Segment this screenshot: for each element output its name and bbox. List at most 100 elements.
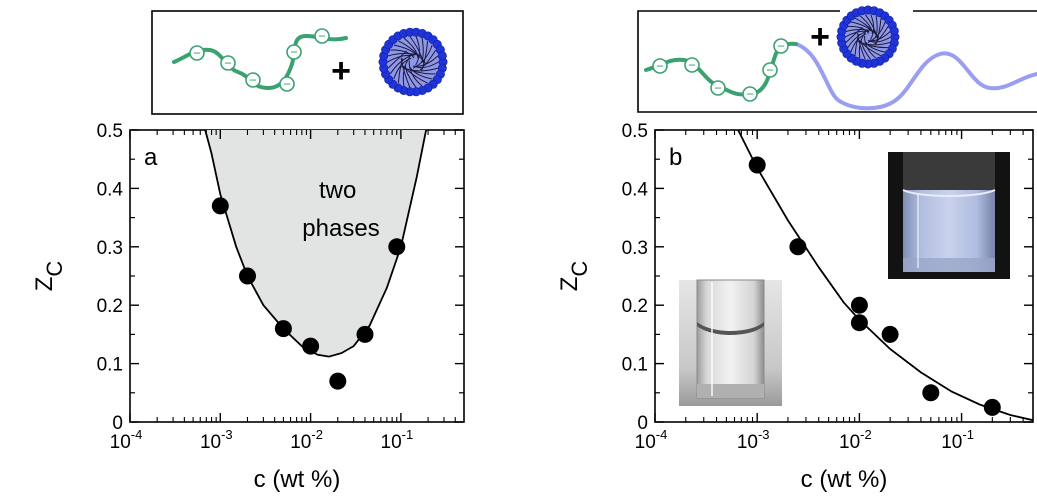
charge-symbol: − xyxy=(714,81,722,96)
data-point xyxy=(789,238,807,256)
charge-marker: − xyxy=(279,76,295,92)
charge-marker: − xyxy=(652,58,668,74)
schematic-a: − − − − − − + xyxy=(151,10,464,115)
data-point xyxy=(748,156,766,174)
charge-markers-b: − − − − − − xyxy=(652,38,789,102)
y-tick-label: 0.5 xyxy=(622,121,648,142)
charge-marker: − xyxy=(314,28,330,44)
x-tick-label: 10-1 xyxy=(941,427,974,453)
plus-sign-a: + xyxy=(331,52,351,90)
y-axis-title-b: ZC xyxy=(556,261,592,292)
y-axis-title-a: ZC xyxy=(31,261,67,292)
y-tick-label: 0.4 xyxy=(97,179,124,200)
data-point xyxy=(302,337,320,355)
ticks-b: 0 0.1 0.2 0.3 0.4 0.5 10-4 10-3 10-2 10-1 xyxy=(622,121,1033,453)
charge-symbol: − xyxy=(746,87,754,102)
x-tick-label: 10-2 xyxy=(290,427,323,453)
polyelectrolyte-chain-a xyxy=(172,33,348,91)
data-point xyxy=(329,372,347,390)
panel-label-b: b xyxy=(669,144,682,171)
x-axis-title-a: c (wt %) xyxy=(254,466,341,493)
charge-marker: − xyxy=(773,38,789,54)
charge-symbol: − xyxy=(766,63,774,78)
schematic-b: − − − − − − + xyxy=(637,5,1037,113)
charge-marker: − xyxy=(286,44,302,60)
y-axis-title-subscript: C xyxy=(42,261,67,277)
x-axis-title-b: c (wt %) xyxy=(801,466,888,493)
region-label-line-1: two xyxy=(319,177,356,204)
charge-symbol: − xyxy=(290,45,298,60)
region-label-line-2: phases xyxy=(302,215,379,242)
x-tick-label: 10-3 xyxy=(200,427,233,453)
vial-photo-cloudy xyxy=(888,152,1010,279)
plus-sign-b: + xyxy=(810,18,830,56)
y-tick-label: 0.1 xyxy=(622,355,648,376)
polyelectrolyte-block xyxy=(644,41,798,97)
charge-symbol: − xyxy=(283,77,291,92)
charge-marker: − xyxy=(742,86,758,102)
y-tick-label: 0.5 xyxy=(97,121,123,142)
chart-panel-b: 0 0.1 0.2 0.3 0.4 0.5 10-4 10-3 10-2 10-1 b c (wt… xyxy=(556,121,1034,493)
data-point xyxy=(388,238,406,256)
charge-marker: − xyxy=(684,57,700,73)
panel-label-a: a xyxy=(144,144,158,171)
plot-clip xyxy=(204,130,427,358)
y-tick-label: 0 xyxy=(112,413,123,434)
data-point xyxy=(274,320,292,338)
charge-symbol: − xyxy=(193,46,201,61)
x-tick-label: 10-1 xyxy=(381,427,414,453)
charge-marker: − xyxy=(245,72,261,88)
y-tick-label: 0.4 xyxy=(622,179,649,200)
y-tick-label: 0.2 xyxy=(622,296,648,317)
charge-marker: − xyxy=(710,80,726,96)
x-tick-label: 10-2 xyxy=(839,427,872,453)
y-axis-title-subscript: C xyxy=(567,261,592,277)
micelle-chains xyxy=(844,14,892,60)
charge-markers-a: − − − − − − xyxy=(189,28,330,92)
micelle-core xyxy=(384,33,442,91)
charge-symbol: − xyxy=(224,56,232,71)
charge-symbol: − xyxy=(777,39,785,54)
data-point xyxy=(211,197,229,215)
micelle-core xyxy=(842,11,894,63)
data-point xyxy=(850,296,868,314)
charge-marker: − xyxy=(762,62,778,78)
schematic-b-frame-left xyxy=(637,10,1037,113)
data-point xyxy=(881,325,899,343)
neutral-block xyxy=(794,42,1037,111)
y-axis-title-main: Z xyxy=(556,277,583,292)
micelle-chains xyxy=(387,36,439,88)
charge-symbol: − xyxy=(318,29,326,44)
x-tick-label: 10-3 xyxy=(737,427,770,453)
y-tick-label: 0.1 xyxy=(97,355,123,376)
micelle-a xyxy=(378,27,448,97)
data-point xyxy=(983,398,1001,416)
data-point xyxy=(356,325,374,343)
y-tick-label: 0.2 xyxy=(97,296,123,317)
x-tick-label: 10-4 xyxy=(110,427,143,453)
charge-symbol: − xyxy=(249,73,257,88)
data-point xyxy=(922,384,940,402)
plot-area-b xyxy=(737,130,1033,422)
data-point xyxy=(239,267,256,285)
y-axis-title-main: Z xyxy=(31,277,58,292)
chart-panel-a: 0 0.1 0.2 0.3 0.4 0.5 10-4 10-3 10-2 10-1 a two p… xyxy=(31,121,465,493)
y-tick-label: 0.3 xyxy=(97,238,123,259)
two-phase-region xyxy=(205,130,427,357)
y-tick-label: 0.3 xyxy=(622,238,648,259)
region-label-a: two phases xyxy=(302,177,379,242)
micelle-headgroups xyxy=(836,5,900,69)
phase-boundary-curve xyxy=(204,130,427,358)
ticks-a: 0 0.1 0.2 0.3 0.4 0.5 10-4 10-3 10-2 10-1 xyxy=(97,121,464,453)
data-point xyxy=(850,314,868,332)
x-tick-label: 10-4 xyxy=(635,427,668,453)
vial-photo-clear xyxy=(679,279,782,406)
plot-area-a xyxy=(204,130,427,390)
charge-marker: − xyxy=(220,55,236,71)
micelle-headgroups xyxy=(378,27,448,97)
charge-symbol: − xyxy=(656,59,664,74)
micelle-b xyxy=(836,5,900,69)
charge-marker: − xyxy=(189,45,205,61)
y-tick-label: 0 xyxy=(637,413,648,434)
